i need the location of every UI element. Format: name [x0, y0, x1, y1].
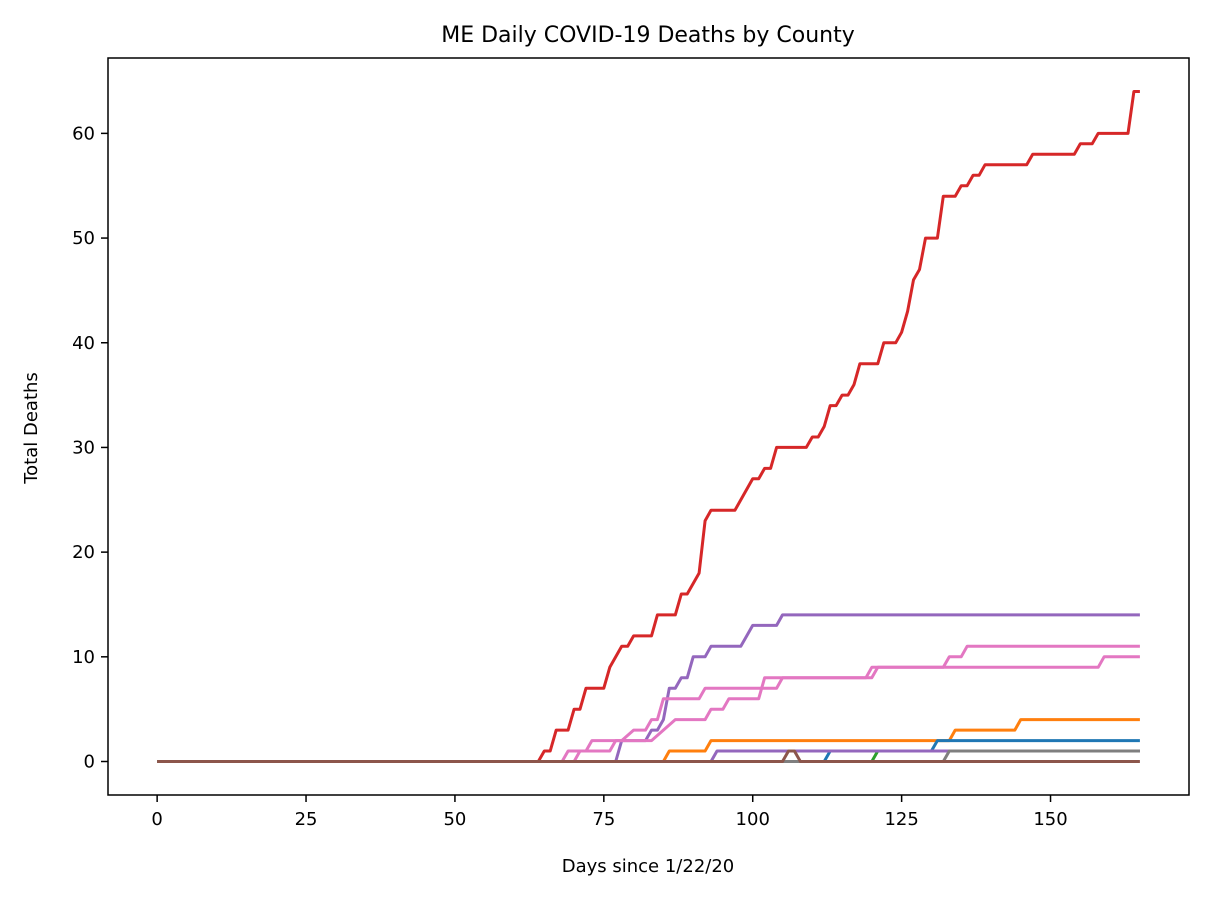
plot-frame — [107, 57, 1190, 796]
y-tick-label: 0 — [84, 752, 95, 773]
series-line-4 — [157, 655, 1140, 763]
y-tick-label: 10 — [72, 647, 95, 668]
x-tick-label: 0 — [151, 809, 162, 830]
x-tick-label: 125 — [884, 809, 918, 830]
x-tick-label: 150 — [1033, 809, 1067, 830]
x-tick-label: 75 — [592, 809, 615, 830]
y-tick-label: 30 — [72, 437, 95, 458]
x-tick-label: 50 — [443, 809, 466, 830]
series-layer — [157, 90, 1140, 763]
y-tick-label: 40 — [72, 333, 95, 354]
y-tick-label: 50 — [72, 228, 95, 249]
x-axis-label: Days since 1/22/20 — [562, 856, 735, 877]
y-axis-label: Total Deaths — [21, 372, 42, 485]
series-line-5 — [157, 718, 1140, 763]
series-line-10 — [157, 749, 1140, 763]
y-tick-label: 60 — [72, 123, 95, 144]
y-tick-label: 20 — [72, 542, 95, 563]
x-tick-label: 100 — [736, 809, 770, 830]
axes: 0 25 50 75 100 125 150 0 10 20 30 40 50 60 — [72, 123, 1068, 830]
series-line-3 — [157, 644, 1140, 763]
chart-title: ME Daily COVID-19 Deaths by County — [441, 23, 855, 48]
x-tick-label: 25 — [295, 809, 318, 830]
series-line-1 — [157, 90, 1140, 763]
